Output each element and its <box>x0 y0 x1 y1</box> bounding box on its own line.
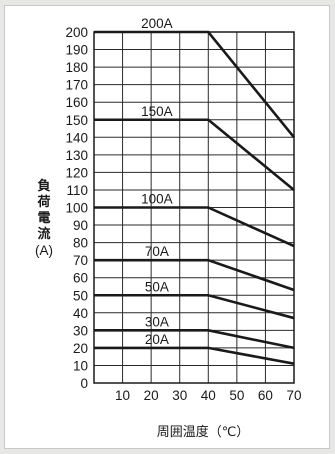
series-line-50A <box>94 293 295 320</box>
x-axis-ticks: 10 20 30 40 50 60 70 <box>115 388 301 403</box>
x-tick-label: 50 <box>229 388 244 403</box>
y-tick-label: 80 <box>73 236 88 251</box>
series-labels: 200A 150A 100A 70A 50A 30A 20A <box>141 16 173 347</box>
y-tick-label: 120 <box>65 165 88 180</box>
series-label-50A: 50A <box>145 279 169 294</box>
series-label-200A: 200A <box>141 16 173 31</box>
y-tick-label: 160 <box>65 95 88 110</box>
series-label-100A: 100A <box>141 192 173 207</box>
series-label-20A: 20A <box>145 332 169 347</box>
x-axis-label: 周囲温度（℃） <box>157 424 250 440</box>
y-tick-label: 10 <box>73 358 88 373</box>
series-line-200A <box>94 30 296 139</box>
y-label-char: 電 <box>37 211 50 226</box>
y-tick-label: 20 <box>73 341 88 356</box>
y-label-char: 負 <box>37 178 50 194</box>
y-tick-label: 150 <box>65 113 88 128</box>
y-label-unit: (A) <box>35 243 53 258</box>
y-axis-ticks: 0 10 20 30 40 50 60 70 80 90 100 110 120 130 140 150 160… <box>65 25 88 391</box>
series-label-70A: 70A <box>145 244 169 259</box>
y-tick-label: 110 <box>66 183 88 198</box>
series-line-70A <box>94 258 295 292</box>
series-lines <box>94 30 296 365</box>
series-label-150A: 150A <box>141 104 173 119</box>
x-tick-label: 20 <box>144 388 159 403</box>
x-tick-label: 60 <box>258 388 273 403</box>
y-tick-label: 40 <box>73 306 88 321</box>
y-label-char: 荷 <box>36 194 50 210</box>
y-tick-label: 100 <box>65 201 88 216</box>
y-tick-label: 50 <box>73 288 88 303</box>
y-label-char: 流 <box>37 226 50 242</box>
y-tick-label: 90 <box>73 218 88 233</box>
x-tick-label: 30 <box>172 388 187 403</box>
series-line-20A <box>94 346 295 365</box>
y-tick-label: 180 <box>65 60 88 75</box>
series-line-100A <box>94 206 295 248</box>
y-tick-label: 170 <box>65 78 88 93</box>
y-tick-label: 0 <box>80 376 88 391</box>
x-tick-label: 40 <box>201 388 216 403</box>
chart-frame <box>4 5 330 449</box>
y-tick-label: 130 <box>65 148 88 163</box>
y-tick-label: 60 <box>73 271 88 286</box>
y-tick-label: 70 <box>73 253 88 268</box>
x-tick-label: 70 <box>286 388 301 403</box>
y-tick-label: 30 <box>73 323 88 338</box>
x-tick-label: 10 <box>115 388 130 403</box>
y-tick-label: 140 <box>65 130 88 145</box>
series-line-30A <box>94 329 295 350</box>
y-tick-label: 200 <box>65 25 88 40</box>
y-tick-label: 190 <box>65 43 88 58</box>
series-label-30A: 30A <box>145 314 169 329</box>
series-line-150A <box>94 118 295 191</box>
